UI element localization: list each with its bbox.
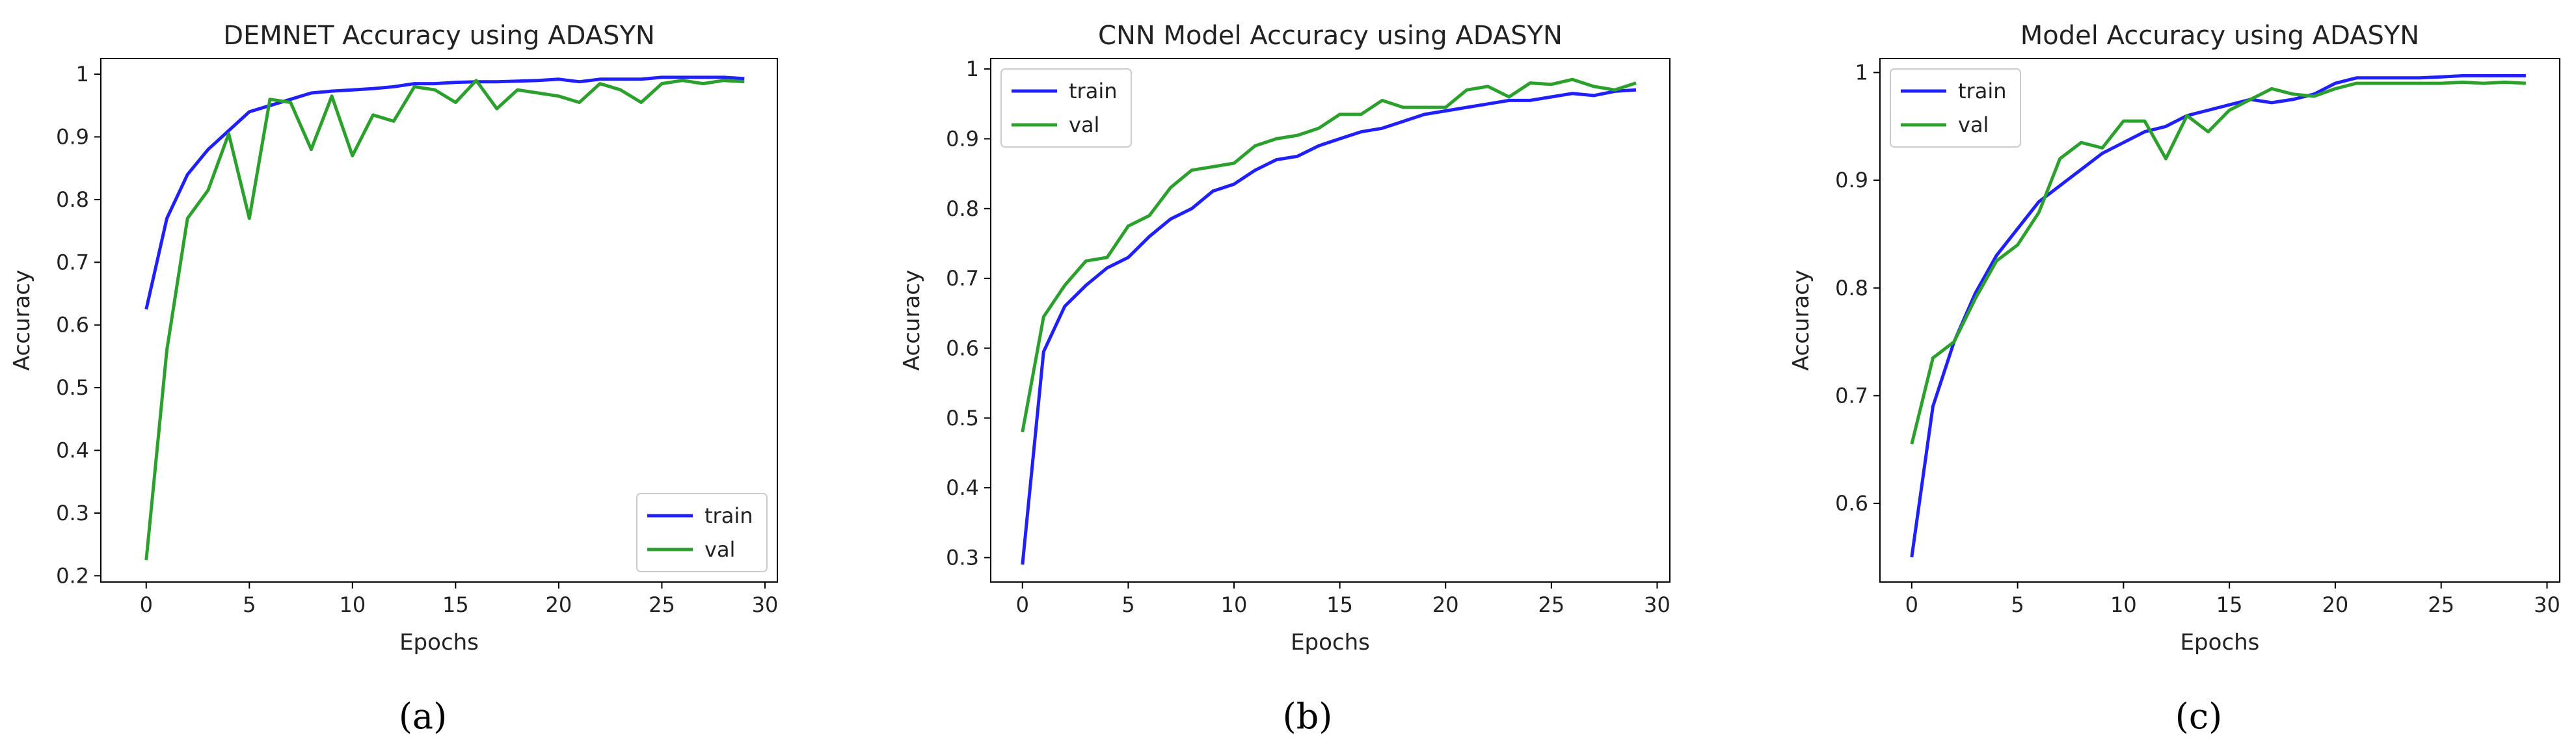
y-axis-label: Accuracy — [1788, 270, 1814, 371]
plot-area-frame — [990, 58, 1670, 583]
y-tick-label: 0.9 — [56, 125, 89, 150]
series-line-val — [1021, 77, 1637, 432]
x-axis-label: Epochs — [2180, 629, 2260, 656]
y-tick-label: 0.5 — [56, 375, 89, 400]
y-tick-label: 0.7 — [1835, 383, 1868, 408]
y-tick-label: 0.7 — [56, 250, 89, 274]
chart-title: Model Accuracy using ADASYN — [2020, 21, 2419, 51]
x-tick-label: 10 — [339, 592, 366, 617]
x-tick-label: 30 — [1644, 592, 1670, 617]
x-tick-label: 25 — [1538, 592, 1565, 617]
panel-label: (b) — [1283, 696, 1333, 737]
y-tick-label: 0.6 — [1835, 491, 1868, 516]
legend-label-train: train — [1069, 79, 1117, 103]
series-line-train — [144, 75, 745, 310]
x-tick-label: 10 — [1221, 592, 1248, 617]
x-tick-label: 20 — [1432, 592, 1459, 617]
chart-panel-a: DEMNET Accuracy using ADASYN 0 5 10 15 20 25 30… — [9, 21, 778, 737]
x-tick-label: 10 — [2110, 592, 2137, 617]
x-axis-label: Epochs — [1291, 629, 1370, 656]
x-tick-label: 15 — [442, 592, 469, 617]
x-tick-label: 25 — [2428, 592, 2454, 617]
legend-box — [1000, 68, 1132, 148]
y-tick-label: 0.2 — [56, 563, 89, 588]
x-tick-label: 0 — [140, 592, 153, 617]
y-tick-label: 1 — [1855, 60, 1868, 85]
legend: train val — [1890, 68, 2021, 148]
chart-panel-c: Model Accuracy using ADASYN 0 5 10 15 20 25 30 0… — [1788, 21, 2560, 737]
plot-area-frame — [1879, 58, 2560, 583]
y-tick-label: 0.4 — [946, 475, 979, 500]
legend-label-val: val — [704, 537, 735, 562]
y-tick-label: 0.7 — [946, 266, 979, 291]
x-tick-label: 5 — [243, 592, 256, 617]
x-axis-label: Epochs — [399, 629, 479, 656]
x-tick-label: 30 — [2534, 592, 2560, 617]
x-tick-label: 5 — [2011, 592, 2024, 617]
legend-label-train: train — [704, 503, 753, 528]
legend: train val — [1000, 68, 1132, 148]
y-tick-label: 0.3 — [56, 501, 89, 525]
legend-label-val: val — [1958, 113, 1989, 137]
y-tick-label: 0.9 — [946, 126, 979, 151]
panel-label: (c) — [2175, 696, 2222, 737]
x-tick-label: 25 — [649, 592, 675, 617]
chart-title: DEMNET Accuracy using ADASYN — [223, 21, 655, 51]
y-tick-label: 0.6 — [946, 336, 979, 360]
y-tick-label: 0.3 — [946, 545, 979, 570]
y-tick-label: 1 — [966, 57, 979, 81]
y-tick-label: 0.5 — [946, 406, 979, 430]
legend-label-val: val — [1069, 113, 1099, 137]
legend: train val — [636, 493, 768, 572]
y-tick-label: 0.8 — [1835, 276, 1868, 300]
series-line-val — [144, 79, 745, 561]
x-tick-label: 0 — [1905, 592, 1918, 617]
x-tick-label: 20 — [2322, 592, 2349, 617]
x-tick-label: 15 — [2216, 592, 2243, 617]
y-tick-label: 0.9 — [1835, 168, 1868, 192]
legend-box — [636, 493, 768, 572]
legend-box — [1890, 68, 2021, 148]
x-tick-label: 30 — [752, 592, 779, 617]
y-tick-label: 0.8 — [946, 196, 979, 221]
x-tick-label: 5 — [1121, 592, 1134, 617]
x-tick-label: 0 — [1016, 592, 1029, 617]
x-tick-label: 15 — [1326, 592, 1353, 617]
y-tick-label: 1 — [76, 62, 89, 86]
series-line-train — [1910, 74, 2526, 558]
series-line-train — [1021, 88, 1637, 565]
y-axis-label: Accuracy — [899, 270, 925, 371]
panel-label: (a) — [399, 696, 447, 737]
legend-label-train: train — [1958, 79, 2006, 103]
chart-title: CNN Model Accuracy using ADASYN — [1098, 21, 1563, 51]
y-tick-label: 0.6 — [56, 313, 89, 338]
plot-area-frame — [100, 58, 778, 583]
x-tick-label: 20 — [546, 592, 572, 617]
y-axis-label: Accuracy — [9, 270, 35, 371]
series-line-val — [1910, 80, 2527, 445]
chart-panel-b: CNN Model Accuracy using ADASYN 0 5 10 15 20 2… — [899, 21, 1670, 737]
y-tick-label: 0.8 — [56, 187, 89, 212]
y-tick-label: 0.4 — [56, 438, 89, 463]
